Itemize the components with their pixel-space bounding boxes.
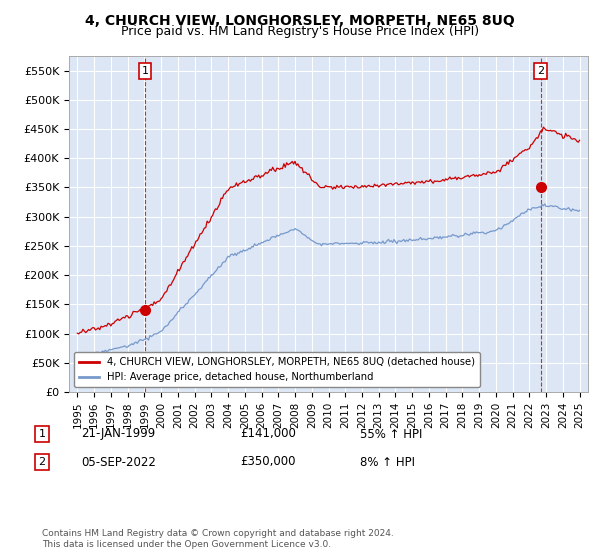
Text: £350,000: £350,000 bbox=[240, 455, 296, 469]
Text: £141,000: £141,000 bbox=[240, 427, 296, 441]
Text: 21-JAN-1999: 21-JAN-1999 bbox=[81, 427, 155, 441]
Legend: 4, CHURCH VIEW, LONGHORSLEY, MORPETH, NE65 8UQ (detached house), HPI: Average pr: 4, CHURCH VIEW, LONGHORSLEY, MORPETH, NE… bbox=[74, 352, 480, 387]
Text: 1: 1 bbox=[38, 429, 46, 439]
Text: 2: 2 bbox=[38, 457, 46, 467]
Text: 05-SEP-2022: 05-SEP-2022 bbox=[81, 455, 156, 469]
Text: 55% ↑ HPI: 55% ↑ HPI bbox=[360, 427, 422, 441]
Text: 8% ↑ HPI: 8% ↑ HPI bbox=[360, 455, 415, 469]
Text: 4, CHURCH VIEW, LONGHORSLEY, MORPETH, NE65 8UQ: 4, CHURCH VIEW, LONGHORSLEY, MORPETH, NE… bbox=[85, 14, 515, 28]
Text: Contains HM Land Registry data © Crown copyright and database right 2024.
This d: Contains HM Land Registry data © Crown c… bbox=[42, 529, 394, 549]
Text: Price paid vs. HM Land Registry's House Price Index (HPI): Price paid vs. HM Land Registry's House … bbox=[121, 25, 479, 38]
Text: 1: 1 bbox=[142, 66, 149, 76]
Text: 2: 2 bbox=[537, 66, 544, 76]
